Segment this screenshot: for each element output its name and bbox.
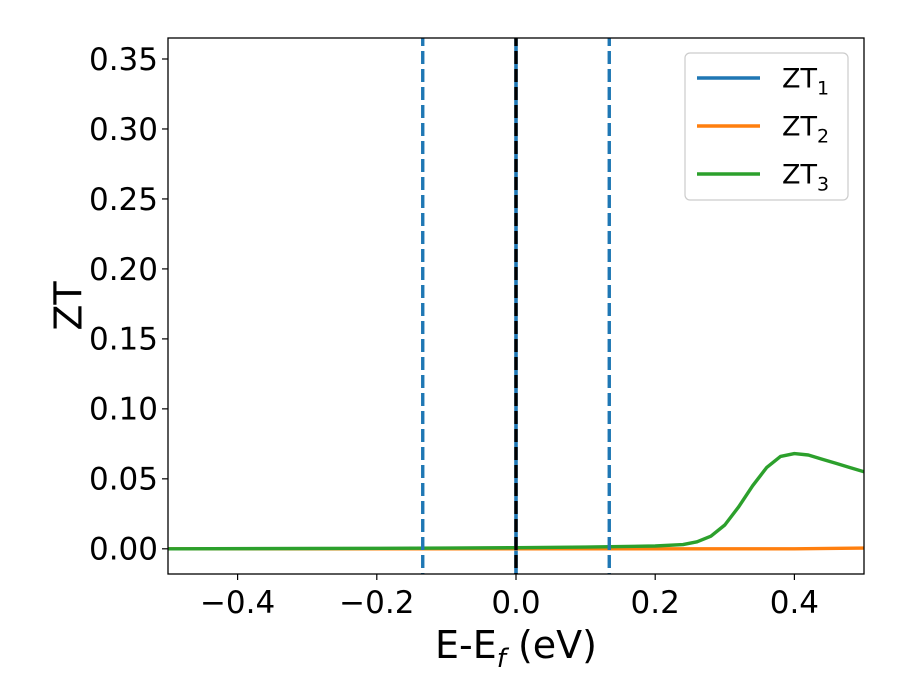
y-tick-label: 0.00: [89, 532, 158, 568]
legend-label-3: ZT3: [782, 159, 829, 195]
x-tick-label: −0.2: [339, 585, 414, 621]
x-tick-label: 0.0: [491, 585, 540, 621]
legend-label-subscript: 2: [817, 125, 829, 147]
x-tick-label: −0.4: [200, 585, 275, 621]
x-tick-label: 0.2: [631, 585, 680, 621]
legend-label-2: ZT2: [782, 111, 829, 147]
y-tick-label: 0.10: [89, 392, 158, 428]
y-axis-label: ZT: [46, 281, 90, 331]
x-axis-label-main: E-E: [435, 623, 497, 667]
legend-label-text: ZT: [782, 159, 817, 190]
y-tick-label: 0.20: [89, 252, 158, 288]
y-tick-label: 0.15: [89, 322, 158, 358]
y-tick-label: 0.35: [89, 42, 158, 78]
legend-label-subscript: 1: [817, 77, 829, 99]
x-axis-label-unit: (eV): [506, 623, 597, 667]
x-axis-label: E-Ef (eV): [435, 623, 597, 674]
legend-label-text: ZT: [782, 111, 817, 142]
legend-box: [684, 52, 849, 201]
plot-lines: [168, 38, 864, 574]
x-tick-label: 0.4: [770, 585, 819, 621]
y-axis-ticks: 0.00 0.05 0.10 0.15 0.20 0.25 0.30 0.35: [89, 42, 168, 568]
legend-label-subscript: 3: [817, 173, 829, 195]
legend-label-1: ZT1: [782, 63, 829, 99]
y-tick-label: 0.25: [89, 182, 158, 218]
series-3-line: [168, 451, 864, 551]
x-axis-ticks: −0.4 −0.2 0.0 0.2 0.4: [200, 574, 819, 621]
legend-label-text: ZT: [782, 63, 817, 94]
y-tick-label: 0.05: [89, 462, 158, 498]
y-tick-label: 0.30: [89, 112, 158, 148]
